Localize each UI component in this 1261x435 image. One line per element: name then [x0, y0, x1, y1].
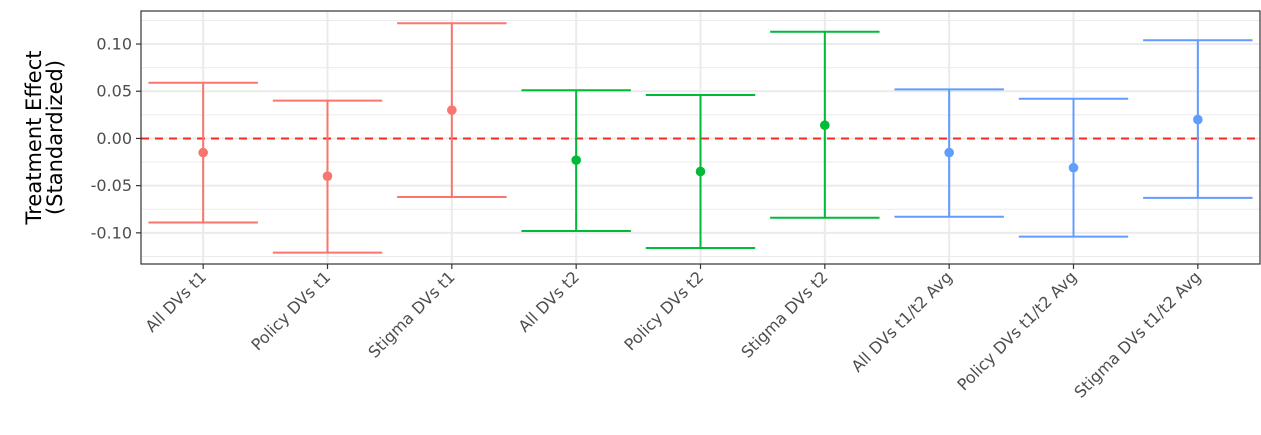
errorbar-group: [1018, 97, 1129, 238]
y-tick-label: -0.10: [91, 223, 132, 242]
y-tick-label: 0.10: [96, 35, 132, 54]
estimate-point: [198, 147, 208, 158]
y-axis-title: Treatment Effect(Standardized): [22, 51, 67, 226]
errorbar-group: [397, 22, 507, 198]
errorbar-group: [894, 88, 1004, 218]
panel-border: [140, 10, 1261, 265]
y-axis-title-line: Treatment Effect: [22, 51, 46, 226]
y-tick-label: 0.00: [96, 129, 132, 148]
data-layer: [148, 22, 1253, 254]
errorbar-group: [272, 99, 383, 254]
estimate-point: [447, 105, 457, 115]
estimate-point: [695, 166, 706, 177]
estimate-point: [820, 120, 830, 131]
errorbar-group: [770, 30, 880, 219]
y-tick-label: -0.05: [91, 176, 132, 195]
errorbar-group: [148, 81, 258, 224]
errorbar-group: [645, 94, 756, 249]
estimate-point: [1068, 162, 1079, 173]
estimate-point: [944, 147, 954, 158]
y-axis-title-line: (Standardized): [43, 60, 67, 215]
errorbar-group: [1143, 39, 1253, 199]
y-tick-label: 0.05: [96, 82, 132, 101]
errorbar-group: [521, 89, 631, 232]
estimate-point: [322, 171, 333, 182]
estimate-point: [571, 155, 581, 165]
estimate-point: [1193, 114, 1203, 125]
